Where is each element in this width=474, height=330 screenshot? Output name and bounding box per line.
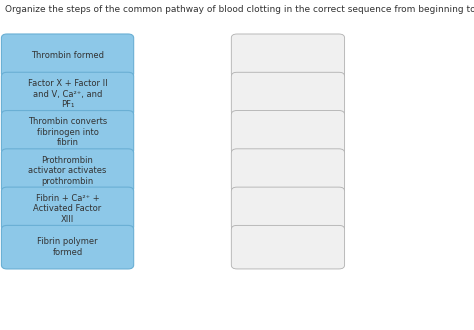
FancyBboxPatch shape xyxy=(1,187,134,231)
FancyBboxPatch shape xyxy=(1,34,134,78)
Text: Thrombin formed: Thrombin formed xyxy=(31,51,104,60)
FancyBboxPatch shape xyxy=(231,149,345,192)
Text: Fibrin polymer
formed: Fibrin polymer formed xyxy=(37,238,98,257)
FancyBboxPatch shape xyxy=(1,225,134,269)
FancyBboxPatch shape xyxy=(1,111,134,154)
Text: Fibrin + Ca²⁺ +
Activated Factor
XIII: Fibrin + Ca²⁺ + Activated Factor XIII xyxy=(34,194,101,224)
FancyBboxPatch shape xyxy=(231,34,345,78)
FancyBboxPatch shape xyxy=(231,111,345,154)
Text: Factor X + Factor II
and V, Ca²⁺, and
PF₁: Factor X + Factor II and V, Ca²⁺, and PF… xyxy=(28,79,107,109)
FancyBboxPatch shape xyxy=(1,72,134,116)
Text: Organize the steps of the common pathway of blood clotting in the correct sequen: Organize the steps of the common pathway… xyxy=(5,5,474,14)
FancyBboxPatch shape xyxy=(1,149,134,192)
Text: Thrombin converts
fibrinogen into
fibrin: Thrombin converts fibrinogen into fibrin xyxy=(28,117,107,147)
FancyBboxPatch shape xyxy=(231,225,345,269)
Text: Prothrombin
activator activates
prothrombin: Prothrombin activator activates prothrom… xyxy=(28,156,107,185)
FancyBboxPatch shape xyxy=(231,72,345,116)
FancyBboxPatch shape xyxy=(231,187,345,231)
